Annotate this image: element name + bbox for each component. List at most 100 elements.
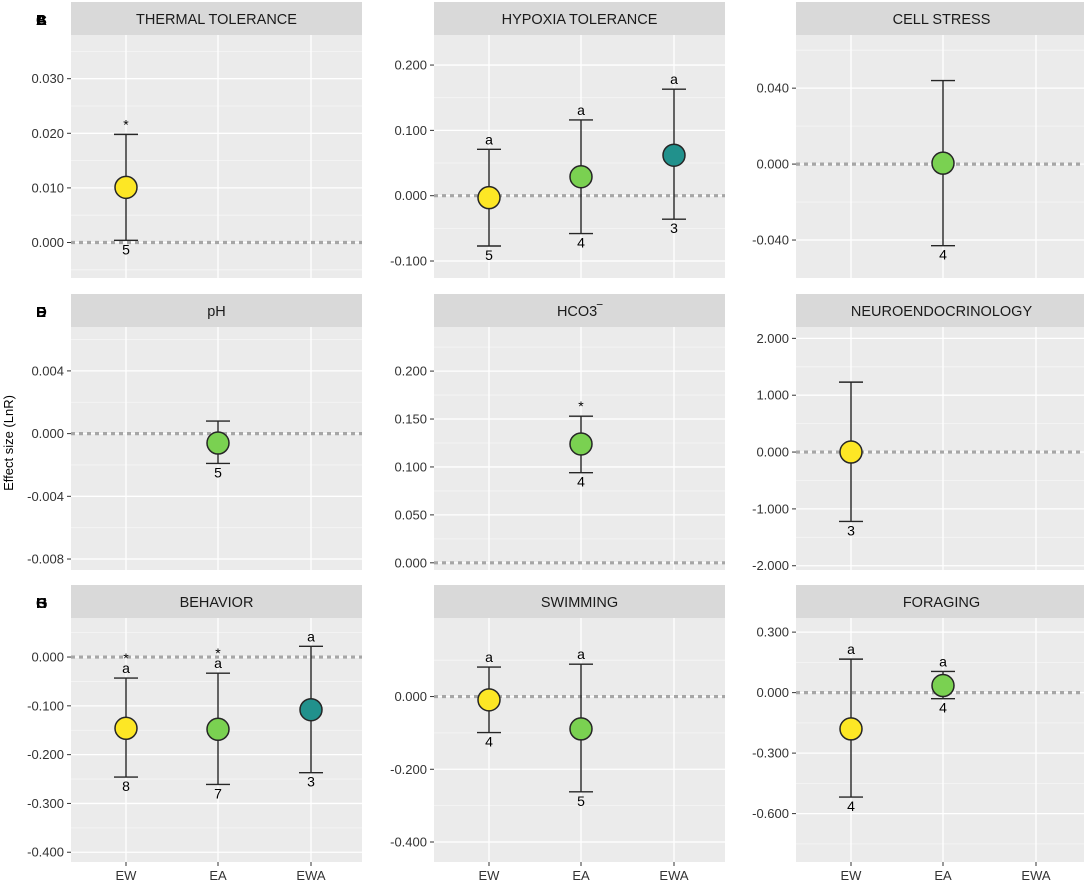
y-tick-label: 0.020 (31, 126, 64, 141)
y-tick-label: 0.050 (394, 507, 427, 522)
y-tick-label: 0.000 (756, 445, 789, 460)
significance-label: a (577, 102, 585, 118)
facet-strip (434, 2, 725, 35)
estimate-point-ew (839, 440, 863, 464)
sample-size-label: 4 (485, 734, 493, 750)
y-axis-label: Effect size (LnR) (1, 395, 16, 491)
y-tick-label: 1.000 (756, 388, 789, 403)
y-tick-label: 0.030 (31, 71, 64, 86)
panel-h: H SWIMMING -0.400 -0.200 0.000 EW EA EWA 4 a 5 a (36, 585, 725, 883)
y-tick-label: 0.000 (756, 685, 789, 700)
estimate-point-ewa (662, 143, 686, 167)
estimate-point-ewa (299, 697, 323, 722)
estimate-point-ea (569, 165, 593, 189)
sample-size-label: 5 (485, 247, 493, 263)
panel-e: E HCO3‾ 0.000 0.050 0.100 0.150 0.200 4 * (36, 294, 725, 570)
facet-title: FORAGING (903, 595, 980, 611)
y-tick-label: -0.300 (752, 746, 789, 761)
estimate-point-ew (477, 185, 501, 210)
y-tick-label: -0.200 (27, 747, 64, 762)
facet-strip (434, 585, 725, 618)
significance-label: a (847, 641, 855, 657)
sample-size-label: 4 (847, 798, 855, 814)
y-tick-label: 0.150 (394, 412, 427, 427)
panel-i: I FORAGING -0.600 -0.300 0.000 0.300 EW EA EWA 4 a… (36, 585, 1084, 883)
panel-f: F NEUROENDOCRINOLOGY -2.000 -1.000 0.000 1.00… (36, 294, 1084, 573)
x-tick-label: EW (841, 868, 863, 883)
significance-star: * (123, 650, 129, 666)
estimate-point-ea (206, 717, 230, 742)
sample-size-label: 8 (122, 778, 130, 794)
facet-strip (434, 294, 725, 327)
estimate-point-ea (931, 673, 955, 698)
sample-size-label: 5 (214, 464, 222, 480)
y-tick-label: 0.200 (394, 58, 427, 73)
y-tick-label: 0.000 (394, 188, 427, 203)
panel-b: B HYPOXIA TOLERANCE -0.100 0.000 0.100 0.200 5… (36, 2, 725, 278)
y-tick-label: 0.100 (394, 123, 427, 138)
sample-size-label: 4 (939, 700, 947, 716)
x-tick-label: EA (572, 868, 590, 883)
facet-strip (71, 585, 362, 618)
panel-letter: F (36, 304, 45, 321)
facet-title: pH (207, 304, 226, 320)
x-tick-label: EWA (1021, 868, 1050, 883)
y-tick-label: -0.400 (390, 835, 427, 850)
facet-title: HYPOXIA TOLERANCE (502, 12, 658, 28)
significance-label: a (214, 655, 222, 671)
significance-label: a (485, 131, 493, 147)
panel-a: A THERMAL TOLERANCE 0.000 0.010 0.020 0.030 5 * (31, 2, 362, 278)
facet-title: SWIMMING (541, 595, 618, 611)
y-tick-label: -0.100 (27, 698, 64, 713)
x-tick-label: EA (934, 868, 952, 883)
y-tick-label: 0.300 (756, 625, 789, 640)
panel-background (796, 327, 1084, 570)
facet-strip (71, 294, 362, 327)
sample-size-label: 4 (577, 474, 585, 490)
panel-c: C CELL STRESS -0.040 0.000 0.040 4 (36, 2, 1084, 278)
significance-star: * (215, 645, 221, 661)
x-tick-label: EWA (659, 868, 688, 883)
x-tick-label: EA (209, 868, 227, 883)
y-tick-label: -0.400 (27, 845, 64, 860)
estimate-point-ea (569, 432, 593, 456)
y-tick-label: -0.200 (390, 762, 427, 777)
significance-label: a (485, 649, 493, 665)
significance-label: * (578, 398, 584, 414)
panel-letter: E (36, 304, 46, 321)
x-tick-label: EW (116, 868, 138, 883)
y-tick-label: 0.100 (394, 459, 427, 474)
sample-size-label: 4 (577, 235, 585, 251)
y-tick-label: 0.040 (756, 81, 789, 96)
y-tick-label: 0.000 (31, 650, 64, 665)
y-tick-label: -0.300 (27, 796, 64, 811)
y-tick-label: 2.000 (756, 331, 789, 346)
sample-size-label: 7 (214, 785, 222, 801)
estimate-point-ea (569, 717, 593, 741)
significance-label: a (122, 660, 130, 676)
panel-letter: D (36, 304, 47, 321)
sample-size-label: 3 (847, 522, 855, 538)
y-tick-label: -0.600 (752, 806, 789, 821)
panel-letter: B (36, 12, 47, 29)
estimate-point-ew (477, 688, 501, 712)
estimate-point-ea (931, 151, 955, 175)
significance-label: a (670, 71, 678, 87)
y-tick-label: 0.200 (394, 364, 427, 379)
sample-size-label: 3 (670, 220, 678, 236)
panel-g: G BEHAVIOR -0.400 -0.300 -0.200 -0.100 0.000 EW… (27, 585, 362, 883)
y-tick-label: 0.004 (31, 363, 64, 378)
facet-strip (796, 294, 1084, 327)
significance-label: a (577, 646, 585, 662)
facet-strip (71, 2, 362, 35)
y-tick-label: -0.040 (752, 233, 789, 248)
sample-size-label: 5 (122, 241, 130, 257)
panel-letter: G (36, 595, 48, 612)
facet-title: NEUROENDOCRINOLOGY (851, 304, 1033, 320)
estimate-point-ea (206, 431, 230, 455)
significance-label: a (307, 628, 315, 644)
y-tick-label: -0.004 (27, 489, 64, 504)
estimate-point-ew (114, 175, 138, 200)
